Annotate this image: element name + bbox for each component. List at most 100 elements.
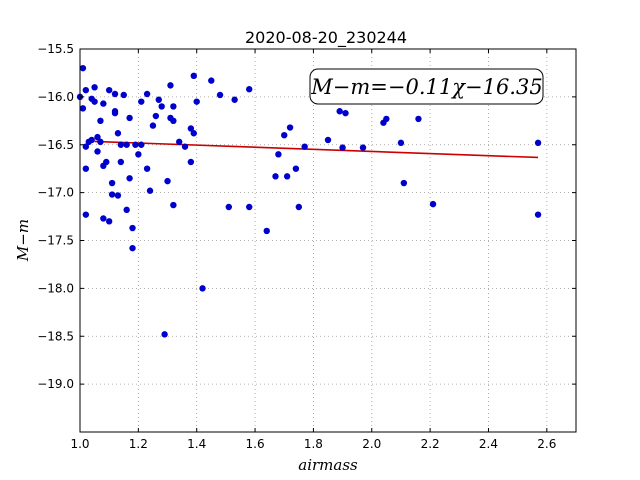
data-point [82, 211, 90, 218]
data-point [149, 122, 157, 129]
data-point [111, 109, 119, 117]
data-point [167, 82, 174, 89]
chart-title: 2020-08-20_230244 [245, 28, 407, 48]
annotation-box [309, 68, 544, 105]
x-tick-label: 2.2 [421, 437, 440, 451]
fit-line-group [94, 140, 539, 159]
data-point [120, 91, 127, 99]
data-point [170, 103, 177, 110]
y-tick-label: −19.0 [37, 377, 74, 391]
data-point [281, 131, 288, 139]
data-point [275, 151, 282, 158]
data-point [94, 133, 101, 141]
data-point [123, 206, 130, 214]
data-point [97, 117, 104, 125]
x-tick-label: 1.4 [187, 437, 206, 451]
data-point [190, 130, 197, 137]
data-point [400, 179, 408, 187]
data-point [225, 203, 232, 211]
data-point [263, 227, 270, 235]
data-point [97, 138, 104, 146]
data-point [534, 211, 542, 218]
data-point [187, 158, 195, 166]
data-point [324, 136, 332, 144]
data-point [272, 173, 279, 180]
x-tick-label: 2.4 [479, 437, 498, 451]
data-point [181, 143, 189, 150]
data-point [152, 112, 160, 120]
data-point [301, 143, 308, 150]
data-point [91, 84, 98, 91]
axis-ticks: 1.0 1.2 1.4 1.6 1.8 2.0 2.2 2.4 2.6 −15.5 −16.0 −16… [37, 42, 576, 451]
data-point [138, 98, 145, 105]
data-point [117, 141, 125, 148]
data-point [135, 151, 142, 158]
data-point [123, 141, 130, 148]
y-axis-label: M−m [14, 219, 32, 262]
y-tick-label: −16.5 [37, 138, 74, 152]
x-tick-label: 1.8 [304, 437, 323, 451]
data-point [94, 148, 101, 155]
data-point [155, 96, 162, 103]
data-point [415, 115, 422, 123]
data-point [161, 331, 168, 338]
data-point [79, 64, 87, 72]
x-tick-label: 2.0 [362, 437, 381, 451]
y-tick-label: −17.0 [37, 186, 74, 200]
data-point [286, 124, 294, 131]
data-point [199, 285, 206, 292]
grid-lines [79, 48, 576, 432]
data-point [114, 130, 122, 137]
x-tick-label: 1.2 [129, 437, 148, 451]
x-axis-label: airmass [298, 456, 358, 474]
y-tick-label: −18.0 [37, 281, 74, 295]
data-point [216, 91, 224, 99]
data-point [143, 90, 151, 98]
data-point [164, 177, 171, 185]
data-point [103, 158, 110, 166]
x-tick-label: 1.0 [70, 437, 89, 451]
y-tick-label: −17.5 [37, 234, 74, 248]
data-point [208, 77, 215, 84]
data-point [117, 158, 125, 166]
data-point [295, 203, 303, 211]
data-point [158, 103, 165, 110]
data-points [76, 64, 542, 338]
data-point [193, 98, 200, 105]
data-point [100, 100, 107, 107]
data-point [100, 215, 107, 222]
data-point [246, 203, 253, 211]
y-tick-label: −15.5 [37, 42, 74, 56]
data-point [383, 115, 390, 123]
data-point [292, 165, 300, 172]
data-point [359, 144, 367, 151]
data-point [336, 108, 343, 115]
data-point [126, 114, 133, 122]
data-point [170, 201, 177, 209]
fit-line [94, 140, 539, 159]
data-point [105, 86, 113, 94]
x-tick-label: 2.6 [537, 437, 556, 451]
fit-annotation: M−m=−0.11χ−16.35 [309, 68, 544, 105]
data-point [114, 192, 122, 199]
data-point [129, 244, 136, 252]
data-point [105, 218, 113, 225]
data-point [79, 105, 87, 112]
data-point [143, 165, 151, 172]
data-point [429, 200, 437, 208]
data-point [534, 139, 542, 147]
data-point [176, 138, 183, 146]
y-tick-label: −16.0 [37, 90, 74, 104]
data-point [108, 191, 116, 198]
data-point [138, 141, 145, 148]
data-point [91, 98, 98, 105]
data-point [82, 165, 90, 172]
data-point [342, 109, 349, 117]
data-point [111, 90, 119, 98]
y-tick-label: −18.5 [37, 329, 74, 343]
data-point [88, 136, 95, 144]
data-point [82, 143, 90, 150]
data-point [108, 179, 116, 187]
data-point [132, 141, 139, 148]
